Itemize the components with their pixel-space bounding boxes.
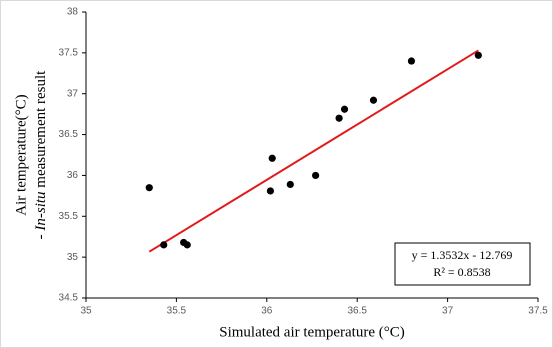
point bbox=[268, 154, 276, 162]
y-axis-label: Air temperature(°C) bbox=[13, 94, 29, 215]
point bbox=[369, 96, 378, 104]
point bbox=[407, 57, 416, 65]
point bbox=[474, 51, 482, 59]
y-tick-label: 36 bbox=[67, 170, 79, 181]
point bbox=[145, 184, 153, 192]
y-tick-label: 38 bbox=[67, 7, 79, 18]
y-tick-label: 35 bbox=[67, 252, 79, 263]
x-tick-label: 35 bbox=[80, 306, 92, 317]
equation-box bbox=[394, 242, 531, 286]
x-tick-label: 37.5 bbox=[528, 306, 548, 317]
x-tick-label: 36 bbox=[261, 306, 273, 317]
y-axis-label-part: In-situ bbox=[33, 191, 49, 231]
y-axis-label: - In-situ measurement result bbox=[33, 70, 49, 240]
y-tick-label: 35.5 bbox=[59, 211, 79, 222]
point bbox=[183, 241, 191, 249]
y-tick-label: 34.5 bbox=[59, 293, 79, 304]
point bbox=[160, 241, 168, 249]
trend-equation: y = 1.3532x - 12.769 bbox=[412, 248, 513, 262]
point bbox=[312, 171, 320, 180]
point bbox=[286, 180, 294, 189]
point bbox=[340, 105, 349, 113]
trendline bbox=[148, 49, 479, 253]
y-tick-label: 37.5 bbox=[59, 47, 79, 58]
x-tick-label: 35.5 bbox=[167, 306, 187, 317]
y-tick-label: 37 bbox=[67, 88, 79, 99]
y-axis-label-part: - bbox=[33, 231, 49, 240]
x-tick-label: 36.5 bbox=[347, 306, 367, 317]
point bbox=[266, 187, 275, 195]
point bbox=[335, 114, 343, 122]
y-tick-label: 36.5 bbox=[59, 129, 79, 140]
x-tick-label: 37 bbox=[442, 306, 454, 317]
x-axis-label: Simulated air temperature (°C) bbox=[219, 324, 405, 340]
trend-r2: R² = 0.8538 bbox=[433, 265, 490, 279]
y-axis-label-part: measurement result bbox=[33, 70, 49, 192]
